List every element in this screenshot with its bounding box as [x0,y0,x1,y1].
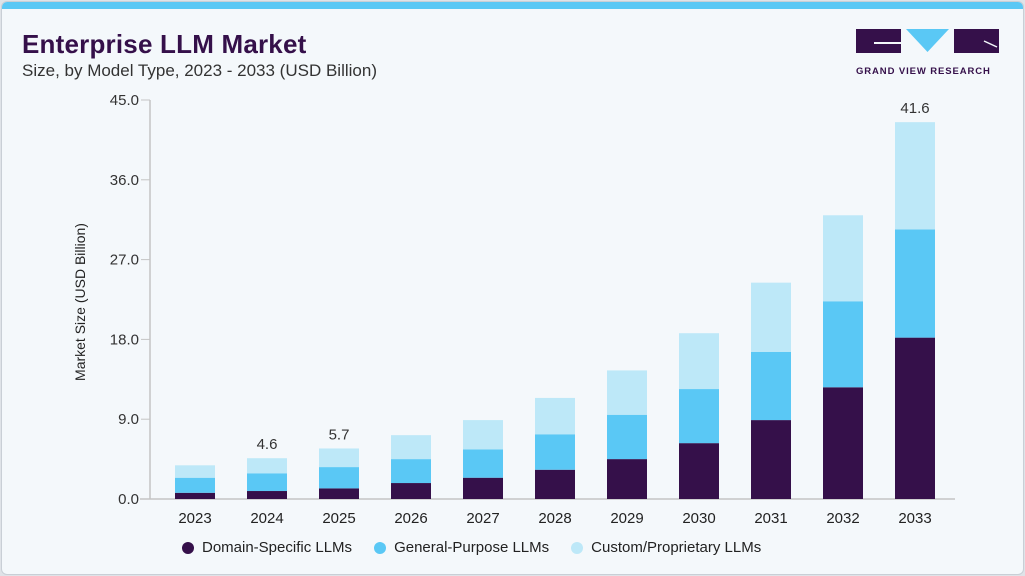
x-tick-label: 2025 [322,510,355,527]
bar-segment-custom-proprietary-llms [535,397,575,435]
bar-segment-general-purpose-llms [607,414,647,460]
legend-item-general-purpose[interactable]: General-Purpose LLMs [374,539,549,556]
bar-segment-general-purpose-llms [679,389,719,444]
bar-segment-general-purpose-llms [823,301,863,388]
accent-bar [2,2,1023,9]
data-label: 5.7 [329,426,350,443]
bar-segment-general-purpose-llms [391,459,431,484]
y-tick-label: 18.0 [110,331,139,348]
grand-view-research-logo: GRAND VIEW RESEARCH [856,29,1001,77]
bar-segment-general-purpose-llms [751,351,791,421]
x-tick-label: 2023 [178,510,211,527]
bar-segment-domain-specific-llms [175,492,215,499]
legend-item-domain-specific[interactable]: Domain-Specific LLMs [182,539,352,556]
bar-segment-domain-specific-llms [607,459,647,499]
x-tick-label: 2027 [466,510,499,527]
bar-segment-domain-specific-llms [751,420,791,499]
bar-segment-custom-proprietary-llms [391,435,431,460]
x-tick-label: 2024 [250,510,283,527]
x-tick-label: 2031 [754,510,787,527]
y-tick-label: 27.0 [110,252,139,269]
chart-title: Enterprise LLM Market [22,29,307,59]
x-tick-label: 2028 [538,510,571,527]
bar-segment-general-purpose-llms [319,467,359,489]
bar-segment-general-purpose-llms [175,477,215,493]
y-tick-label: 36.0 [110,172,139,189]
bar-segment-general-purpose-llms [247,473,287,492]
bar-segment-domain-specific-llms [895,337,935,499]
x-tick-label: 2033 [898,510,931,527]
bar-segment-domain-specific-llms [535,469,575,499]
bar-segment-domain-specific-llms [247,491,287,499]
bar-segment-custom-proprietary-llms [895,122,935,230]
data-label: 4.6 [257,436,278,453]
bar-segment-custom-proprietary-llms [607,370,647,415]
legend-dot-icon [182,541,194,554]
bar-segment-general-purpose-llms [895,229,935,338]
legend-dot-icon [374,541,387,554]
bar-segment-domain-specific-llms [391,483,431,499]
legend-dot-icon [571,541,584,554]
x-tick-label: 2030 [682,510,715,527]
bar-segment-custom-proprietary-llms [751,282,791,352]
y-axis-title: Market Size (USD Billion) [72,223,88,381]
x-tick-label: 2032 [826,510,859,527]
bar-segment-domain-specific-llms [319,488,359,499]
y-tick-label: 0.0 [118,491,139,508]
y-tick-label: 45.0 [110,92,139,109]
bar-segment-domain-specific-llms [823,387,863,499]
x-tick-label: 2029 [610,510,643,527]
bar-segment-domain-specific-llms [679,443,719,499]
legend-item-custom-proprietary[interactable]: Custom/Proprietary LLMs [571,539,761,556]
bar-segment-custom-proprietary-llms [247,458,287,474]
legend-label: General-Purpose LLMs [394,539,550,556]
chart-subtitle: Size, by Model Type, 2023 - 2033 (USD Bi… [22,61,377,80]
legend-label: Domain-Specific LLMs [202,539,353,556]
y-tick-label: 9.0 [118,411,139,428]
legend: Domain-Specific LLMs General-Purpose LLM… [182,539,761,556]
bar-segment-domain-specific-llms [463,477,503,499]
x-tick-label: 2026 [394,510,427,527]
data-label: 41.6 [900,100,929,117]
legend-label: Custom/Proprietary LLMs [591,539,762,556]
bar-segment-custom-proprietary-llms [823,215,863,302]
logo-text: GRAND VIEW RESEARCH [856,66,991,77]
bar-segment-general-purpose-llms [535,434,575,470]
bar-segment-custom-proprietary-llms [175,465,215,478]
bar-segment-custom-proprietary-llms [319,448,359,468]
logo-mark-icon [856,29,999,53]
bar-segment-custom-proprietary-llms [679,333,719,390]
bar-segment-general-purpose-llms [463,449,503,478]
bar-segment-custom-proprietary-llms [463,420,503,450]
